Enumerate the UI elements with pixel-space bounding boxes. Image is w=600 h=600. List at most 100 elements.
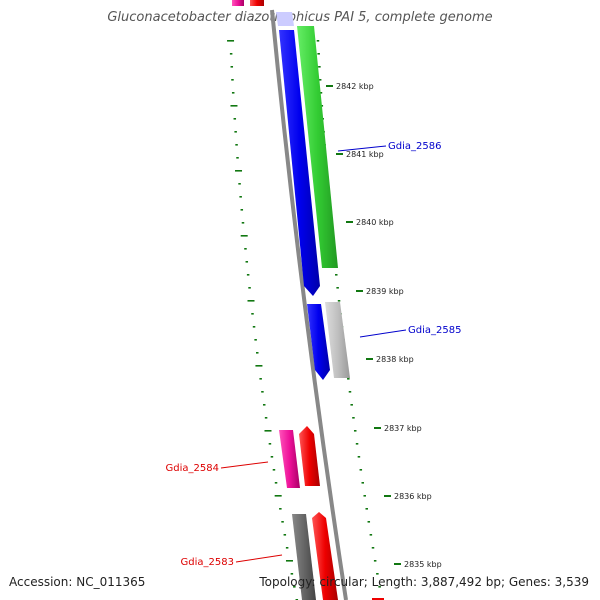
gc-dot [239, 196, 242, 198]
gc-dot [251, 313, 254, 315]
gc-dot [233, 118, 237, 120]
track-dot [363, 495, 366, 497]
track-dot [378, 586, 381, 588]
gene-dark-grey[interactable] [292, 514, 316, 600]
gene-blue-short[interactable] [307, 304, 330, 380]
gc-dot [248, 287, 251, 289]
track-dot [316, 40, 320, 42]
gc-dot [274, 482, 278, 484]
gc-dot [235, 144, 238, 146]
kbp-label: 2841 kbp [346, 150, 384, 159]
gc-dot [283, 534, 287, 536]
gc-dot [268, 443, 272, 445]
gene-label-2585[interactable]: Gdia_2585 [408, 325, 461, 336]
gc-dot [290, 573, 294, 575]
gc-dot [234, 131, 237, 133]
kbp-label: 2840 kbp [356, 218, 394, 227]
kbp-tick [356, 290, 363, 292]
gc-dot [229, 53, 233, 55]
track-dot [373, 560, 377, 562]
kbp-label: 2835 kbp [404, 560, 442, 569]
kbp-label: 2837 kbp [384, 424, 422, 433]
gc-dot [255, 365, 263, 367]
gc-dot [254, 339, 257, 341]
track-dot [357, 456, 361, 458]
gc-dot [247, 300, 255, 302]
gene-label-line-2583 [235, 554, 283, 563]
gc-dot [272, 469, 276, 471]
kbp-tick [374, 427, 381, 429]
kbp-scale: 2842 kbp 2841 kbp 2840 kbp 2839 kbp 2838 kbp… [326, 82, 442, 569]
accession-text: Accession: NC_011365 [9, 575, 146, 589]
gc-dot [285, 560, 293, 562]
track-dot [317, 53, 320, 55]
gene-label-2583[interactable]: Gdia_2583 [181, 557, 234, 568]
kbp-tick [326, 85, 333, 87]
kbp-tick [366, 358, 373, 360]
track-dot [367, 521, 371, 523]
position-tick-track [316, 40, 384, 600]
gc-content-track-left [227, 40, 299, 600]
track-dot [350, 404, 353, 406]
gene-grey[interactable] [325, 302, 350, 378]
track-dot [376, 573, 379, 575]
track-dot [361, 482, 365, 484]
gc-dot [256, 352, 259, 354]
kbp-tick [384, 495, 391, 497]
kbp-label: 2836 kbp [394, 492, 432, 501]
kbp-label: 2842 kbp [336, 82, 374, 91]
genome-backbone [270, 9, 348, 600]
track-dot [371, 547, 375, 549]
gc-dot [240, 209, 244, 211]
track-dot [359, 469, 363, 471]
gene-label-2586[interactable]: Gdia_2586 [388, 141, 441, 152]
kbp-tick [336, 153, 343, 155]
gc-dot [285, 547, 289, 549]
track-dot [369, 534, 373, 536]
gc-dot [259, 378, 262, 380]
gc-dot [231, 79, 234, 81]
gene-pink-top[interactable] [232, 0, 244, 6]
track-dot [335, 274, 338, 276]
gc-dot [246, 274, 250, 276]
gc-dot [236, 157, 239, 159]
gc-dot [279, 508, 282, 510]
track-dot [355, 443, 359, 445]
gene-green-long[interactable] [297, 26, 338, 268]
gene-highlight-top [276, 12, 294, 26]
genome-summary-text: Topology: circular; Length: 3,887,492 bp… [259, 575, 589, 589]
kbp-tick [394, 563, 401, 565]
gc-dot [264, 430, 272, 432]
gc-dot [264, 417, 268, 419]
gene-red-2583[interactable] [312, 512, 338, 600]
gc-dot [227, 40, 235, 42]
gc-dot [244, 248, 247, 250]
gc-dot [230, 66, 234, 68]
track-dot [319, 92, 323, 94]
gc-dot [270, 456, 274, 458]
gc-dot [245, 261, 249, 263]
gene-red-top[interactable] [250, 0, 264, 6]
gc-dot [252, 326, 256, 328]
gc-dot [231, 92, 235, 94]
track-dot [318, 79, 322, 81]
gene-label-2584[interactable]: Gdia_2584 [166, 463, 219, 474]
gc-dot [293, 586, 296, 588]
gene-label-line-2586 [337, 145, 387, 152]
genome-title: Gluconacetobacter diazotrophicus PAI 5, … [107, 10, 493, 25]
gene-blue-long[interactable] [279, 30, 320, 296]
track-dot [318, 66, 321, 68]
track-dot [336, 287, 339, 289]
gene-red-2584[interactable] [299, 426, 320, 486]
gc-dot [240, 235, 248, 237]
gc-dot [261, 391, 264, 393]
gene-label-line-2585 [359, 329, 407, 338]
gc-dot [238, 183, 241, 185]
track-dot [365, 508, 368, 510]
gene-pink[interactable] [279, 430, 300, 488]
track-dot [337, 300, 341, 302]
track-dot [352, 417, 355, 419]
track-dot [353, 430, 357, 432]
